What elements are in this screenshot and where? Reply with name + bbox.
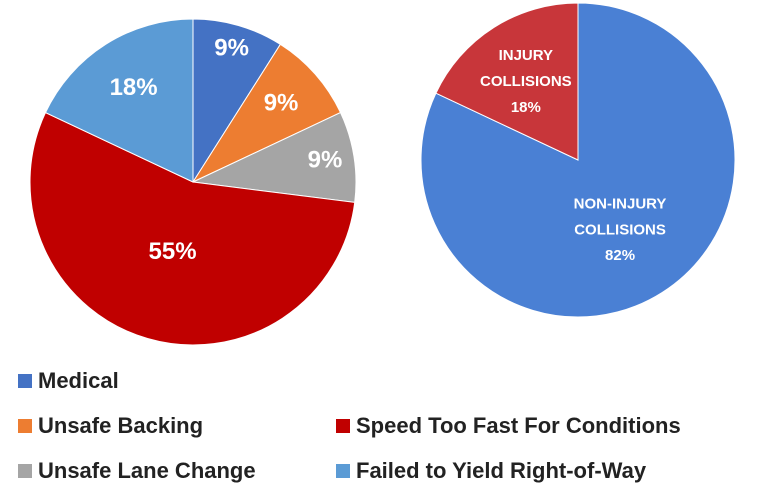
legend-swatch: [336, 464, 350, 478]
data-label: 18%: [511, 99, 541, 116]
pie-slice: [435, 2, 579, 161]
label-line: COLLISIONS: [574, 221, 666, 238]
slice-category: INJURY COLLISIONS: [480, 47, 572, 90]
data-label: 9%: [264, 90, 299, 117]
legend-label: Unsafe Lane Change: [38, 458, 256, 483]
label-line: NON-INJURY: [574, 195, 667, 212]
data-label: 18%: [110, 74, 158, 101]
label-line: INJURY: [499, 47, 553, 64]
legend-swatch: [18, 464, 32, 478]
label-line: COLLISIONS: [480, 73, 572, 90]
legend-swatch: [336, 419, 350, 433]
legend-label: Speed Too Fast For Conditions: [356, 413, 681, 438]
slice-category: NON-INJURY COLLISIONS: [574, 195, 667, 238]
data-label: 82%: [605, 247, 635, 264]
pie-slice: [192, 18, 282, 184]
legend-label: Failed to Yield Right-of-Way: [356, 458, 647, 483]
legend-label: Medical: [38, 368, 119, 393]
data-label: 55%: [149, 238, 197, 265]
legend-swatch: [18, 419, 32, 433]
legend-label: Unsafe Backing: [38, 413, 203, 438]
pie-slice: [44, 18, 194, 183]
pie-slice: [191, 43, 342, 184]
pie-slice: [191, 111, 357, 203]
legend-swatch: [18, 374, 32, 388]
pie-slice: [29, 111, 356, 346]
data-label: 9%: [214, 34, 249, 61]
data-label: 9%: [308, 146, 343, 173]
